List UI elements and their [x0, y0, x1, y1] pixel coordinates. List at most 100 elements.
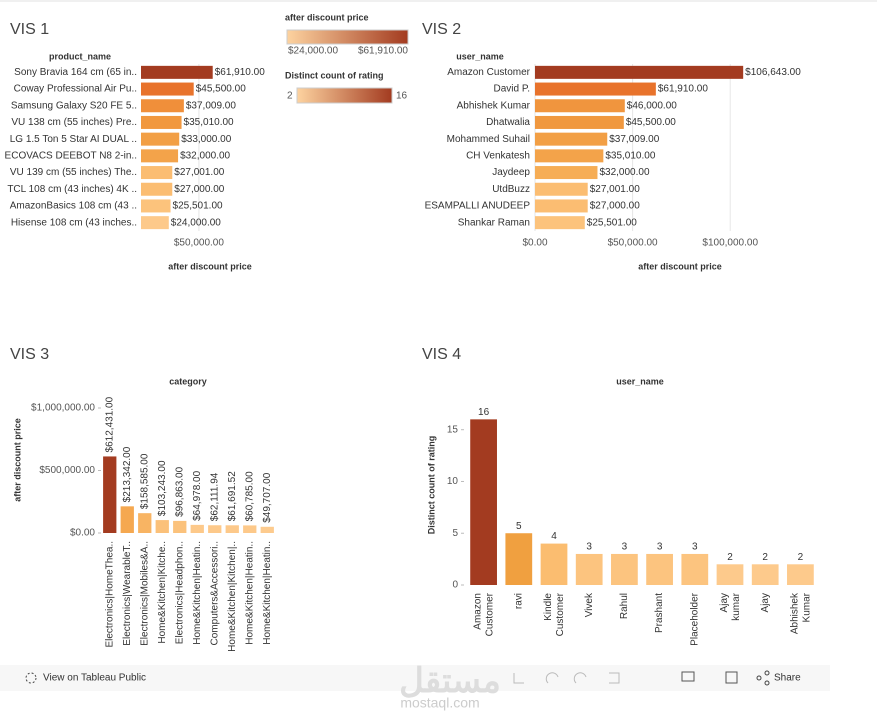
axis-header: product_name	[49, 51, 111, 61]
chart-title: VIS 2	[422, 21, 461, 38]
bar	[787, 564, 814, 585]
bar	[505, 533, 533, 585]
value-label: $49,707.00	[262, 472, 273, 522]
value-label: $35,010.00	[605, 150, 655, 161]
bar	[540, 543, 568, 585]
value-label: $64,978.00	[192, 470, 203, 520]
share-button[interactable]: Share	[756, 670, 801, 686]
x-tick-label: $50,000.00	[608, 238, 658, 249]
value-label: $27,000.00	[590, 201, 640, 212]
category-label: Computers&Accessori..	[209, 541, 220, 645]
bar	[535, 166, 598, 180]
category-label: ravi	[513, 593, 524, 609]
chart-title: VIS 1	[10, 21, 49, 38]
axis-label: after discount price	[168, 261, 252, 271]
share-text[interactable]: Share	[774, 673, 801, 684]
watermark: mostaql.com	[400, 695, 479, 711]
value-label: $612,431.00	[104, 396, 115, 452]
axis-label: after discount price	[638, 261, 722, 271]
axis-label: after discount price	[12, 418, 22, 502]
category-label: LG 1.5 Ton 5 Star AI DUAL ..	[10, 134, 137, 145]
bar	[535, 216, 585, 230]
bar	[611, 553, 638, 585]
value-label: $32,000.00	[180, 150, 230, 161]
value-label: $158,585.00	[139, 453, 150, 509]
value-label: $62,111.94	[209, 472, 220, 521]
legend-max: 16	[396, 91, 408, 102]
value-label: 3	[586, 542, 592, 553]
category-label: AmazonBasics 108 cm (43 ..	[10, 201, 137, 212]
bar	[141, 149, 179, 163]
x-tick-label: $50,000.00	[174, 238, 224, 249]
bar	[141, 82, 194, 96]
toolbar-icons[interactable]	[513, 671, 738, 684]
bar	[141, 182, 173, 196]
bar	[155, 520, 169, 533]
axis-header: user_name	[456, 51, 504, 61]
category-label: Home&Kitchen|Kitchen|..	[227, 541, 238, 652]
bar	[535, 82, 656, 96]
bar	[470, 419, 497, 585]
category-label: Rahul	[619, 593, 630, 619]
category-label: Coway Professional Air Pu..	[14, 84, 137, 95]
value-label: $103,243.00	[157, 460, 168, 516]
category-label: Sony Bravia 164 cm (65 in..	[14, 67, 137, 78]
category-label: ECOVACS DEEBOT N8 2-in..	[5, 150, 137, 161]
legend-title: after discount price	[285, 12, 369, 22]
value-label: 2	[762, 552, 768, 563]
category-label: Prashant	[654, 593, 665, 633]
category-label: Electronics|HomeThea..	[104, 541, 115, 648]
value-label: $24,000.00	[171, 217, 221, 228]
bar	[535, 149, 604, 163]
value-label: $61,691.52	[227, 471, 238, 521]
value-label: 3	[622, 542, 628, 553]
bar	[120, 506, 134, 533]
bar	[190, 524, 204, 533]
bar	[535, 99, 625, 113]
value-label: $213,342.00	[122, 446, 133, 502]
bar	[173, 520, 187, 533]
category-label: Home&Kitchen|Heatin..	[244, 541, 255, 645]
value-label: $60,785.00	[244, 471, 255, 521]
value-label: $32,000.00	[599, 167, 649, 178]
value-label: 3	[692, 542, 698, 553]
link-text[interactable]: View on Tableau Public	[43, 673, 146, 684]
value-label: 3	[657, 542, 663, 553]
category-label: Jaydeep	[492, 167, 530, 178]
category-label: Samsung Galaxy S20 FE 5..	[11, 100, 137, 111]
value-label: $27,001.00	[174, 167, 224, 178]
category-label: Mohammed Suhail	[447, 134, 530, 145]
value-label: $33,000.00	[181, 134, 231, 145]
y-tick-label: $0.00	[70, 528, 95, 539]
watermark: مستقل	[399, 662, 501, 700]
category-label: David P.	[493, 84, 530, 95]
category-label: Ajay	[760, 593, 771, 612]
bar	[751, 564, 779, 585]
bar	[225, 525, 239, 533]
tableau-link[interactable]: View on Tableau Public	[25, 672, 146, 684]
category-label: ESAMPALLI ANUDEEP	[425, 201, 531, 212]
x-tick-label: $0.00	[522, 238, 547, 249]
y-tick-label: 0	[452, 580, 458, 591]
toolbar	[0, 665, 830, 691]
category-label: CH Venkatesh	[466, 150, 530, 161]
y-tick-label: 10	[447, 476, 459, 487]
value-label: $45,500.00	[196, 84, 246, 95]
category-label: Hisense 108 cm (43 inches..	[11, 217, 137, 228]
value-label: $37,009.00	[186, 100, 236, 111]
category-label: Shankar Raman	[458, 217, 530, 228]
value-label: $96,863.00	[174, 466, 185, 516]
bar	[535, 65, 744, 79]
bar	[141, 99, 184, 113]
value-label: $61,910.00	[215, 67, 265, 78]
bar	[141, 199, 171, 213]
value-label: $25,501.00	[173, 201, 223, 212]
category-label: Home&Kitchen|Heatin..	[262, 541, 273, 645]
value-label: $61,910.00	[658, 84, 708, 95]
bar	[260, 526, 274, 533]
category-label: KindleCustomer	[543, 592, 566, 636]
category-label: Amazon Customer	[447, 67, 530, 78]
category-label: VU 139 cm (55 inches) The..	[10, 167, 137, 178]
axis-label: Distinct count of rating	[426, 436, 436, 535]
